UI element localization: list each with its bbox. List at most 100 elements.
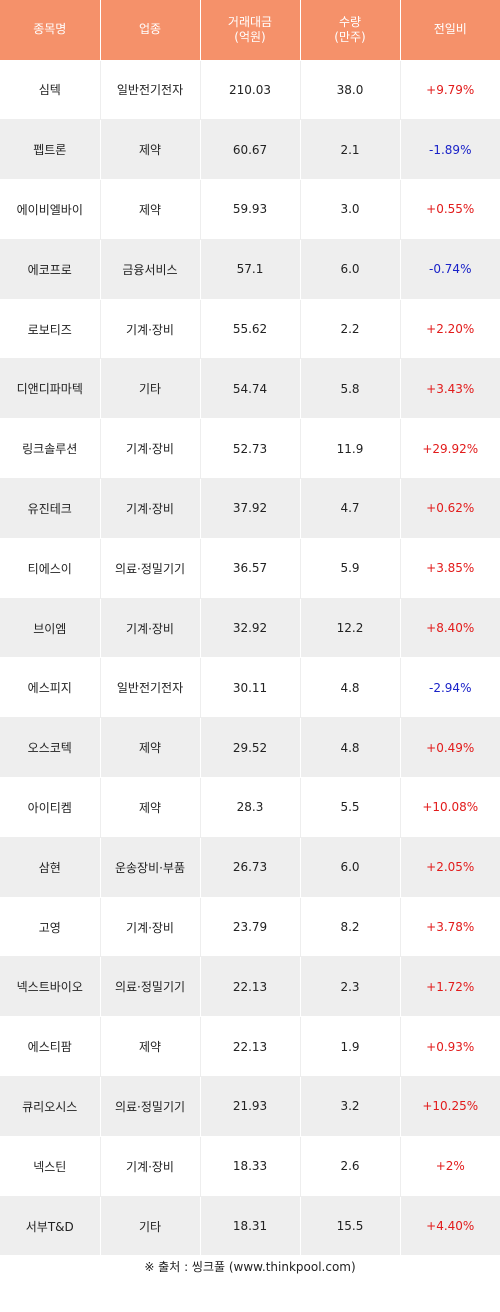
- sector-cell: 제약: [100, 179, 201, 240]
- table-row: 넥스틴 기계·장비 18.33 2.6 +2%: [0, 1136, 500, 1197]
- sector-cell: 일반전기전자: [100, 657, 201, 719]
- volume-cell: 5.9: [300, 538, 401, 599]
- trading-amount-cell: 28.3: [200, 777, 301, 838]
- change-cell: +29.92%: [400, 418, 500, 480]
- stock-name-cell: 브이엠: [0, 598, 101, 659]
- trading-amount-cell: 36.57: [200, 538, 301, 599]
- table-row: 유진테크 기계·장비 37.92 4.7 +0.62%: [0, 478, 500, 539]
- trading-amount-cell: 37.92: [200, 478, 301, 539]
- stock-name-cell: 넥스트바이오: [0, 956, 101, 1018]
- table-row: 넥스트바이오 의료·정밀기기 22.13 2.3 +1.72%: [0, 956, 500, 1018]
- volume-cell: 2.6: [300, 1136, 401, 1197]
- trading-amount-cell: 29.52: [200, 717, 301, 779]
- header-volume-label: 수량 (만주): [334, 14, 366, 44]
- sector-cell: 제약: [100, 717, 201, 779]
- volume-cell: 2.3: [300, 956, 401, 1018]
- change-cell: +8.40%: [400, 598, 500, 659]
- stock-name-cell: 로보티즈: [0, 299, 101, 360]
- table-row: 링크솔루션 기계·장비 52.73 11.9 +29.92%: [0, 418, 500, 480]
- change-cell: +0.55%: [400, 179, 500, 240]
- header-change: 전일비: [400, 0, 500, 61]
- change-cell: -2.94%: [400, 657, 500, 719]
- table-row: 에코프로 금융서비스 57.1 6.0 -0.74%: [0, 239, 500, 300]
- sector-cell: 기계·장비: [100, 299, 201, 360]
- trading-amount-cell: 18.31: [200, 1196, 301, 1257]
- stock-name-cell: 고영: [0, 897, 101, 958]
- header-row: 종목명 업종 거래대금 (억원) 수량 (만주) 전일비: [0, 0, 500, 61]
- trading-amount-cell: 57.1: [200, 239, 301, 300]
- trading-amount-cell: 21.93: [200, 1076, 301, 1137]
- trading-amount-cell: 30.11: [200, 657, 301, 719]
- volume-cell: 6.0: [300, 239, 401, 300]
- stock-name-cell: 넥스틴: [0, 1136, 101, 1197]
- trading-amount-cell: 55.62: [200, 299, 301, 360]
- change-cell: +0.93%: [400, 1016, 500, 1078]
- stock-name-cell: 에이비엘바이: [0, 179, 101, 240]
- stock-name-cell: 에스피지: [0, 657, 101, 719]
- sector-cell: 기타: [100, 1196, 201, 1257]
- stock-name-cell: 디앤디파마텍: [0, 358, 101, 420]
- sector-cell: 기계·장비: [100, 478, 201, 539]
- table-row: 오스코텍 제약 29.52 4.8 +0.49%: [0, 717, 500, 779]
- trading-amount-cell: 52.73: [200, 418, 301, 480]
- stock-name-cell: 유진테크: [0, 478, 101, 539]
- sector-cell: 운송장비·부품: [100, 837, 201, 898]
- volume-cell: 8.2: [300, 897, 401, 958]
- trading-amount-cell: 22.13: [200, 956, 301, 1018]
- table-row: 티에스이 의료·정밀기기 36.57 5.9 +3.85%: [0, 538, 500, 599]
- change-cell: +2.20%: [400, 299, 500, 360]
- volume-cell: 3.0: [300, 179, 401, 240]
- volume-cell: 2.1: [300, 119, 401, 181]
- table-row: 브이엠 기계·장비 32.92 12.2 +8.40%: [0, 598, 500, 659]
- table-row: 심텍 일반전기전자 210.03 38.0 +9.79%: [0, 60, 500, 121]
- table-row: 큐리오시스 의료·정밀기기 21.93 3.2 +10.25%: [0, 1076, 500, 1137]
- header-stock-name: 종목명: [0, 0, 101, 61]
- sector-cell: 기계·장비: [100, 897, 201, 958]
- change-cell: -1.89%: [400, 119, 500, 181]
- stock-table: 종목명 업종 거래대금 (억원) 수량 (만주) 전일비 심텍 일반전기전자 210.0…: [0, 0, 500, 1257]
- table-row: 삼현 운송장비·부품 26.73 6.0 +2.05%: [0, 837, 500, 898]
- change-cell: +3.78%: [400, 897, 500, 958]
- sector-cell: 제약: [100, 119, 201, 181]
- trading-amount-cell: 59.93: [200, 179, 301, 240]
- sector-cell: 제약: [100, 777, 201, 838]
- trading-amount-cell: 18.33: [200, 1136, 301, 1197]
- volume-cell: 5.8: [300, 358, 401, 420]
- change-cell: -0.74%: [400, 239, 500, 300]
- volume-cell: 4.8: [300, 657, 401, 719]
- volume-cell: 6.0: [300, 837, 401, 898]
- table-row: 디앤디파마텍 기타 54.74 5.8 +3.43%: [0, 358, 500, 420]
- stock-name-cell: 링크솔루션: [0, 418, 101, 480]
- sector-cell: 일반전기전자: [100, 60, 201, 121]
- volume-cell: 12.2: [300, 598, 401, 659]
- change-cell: +3.85%: [400, 538, 500, 599]
- stock-name-cell: 심텍: [0, 60, 101, 121]
- sector-cell: 의료·정밀기기: [100, 1076, 201, 1137]
- change-cell: +9.79%: [400, 60, 500, 121]
- table-row: 아이티켐 제약 28.3 5.5 +10.08%: [0, 777, 500, 838]
- volume-cell: 38.0: [300, 60, 401, 121]
- volume-cell: 2.2: [300, 299, 401, 360]
- stock-name-cell: 오스코텍: [0, 717, 101, 779]
- change-cell: +1.72%: [400, 956, 500, 1018]
- sector-cell: 제약: [100, 1016, 201, 1078]
- trading-amount-cell: 22.13: [200, 1016, 301, 1078]
- table-row: 에스피지 일반전기전자 30.11 4.8 -2.94%: [0, 657, 500, 719]
- change-cell: +4.40%: [400, 1196, 500, 1257]
- sector-cell: 기타: [100, 358, 201, 420]
- trading-amount-cell: 60.67: [200, 119, 301, 181]
- volume-cell: 15.5: [300, 1196, 401, 1257]
- change-cell: +0.62%: [400, 478, 500, 539]
- source-note: ※ 출처 : 씽크풀 (www.thinkpool.com): [144, 1260, 356, 1274]
- sector-cell: 의료·정밀기기: [100, 538, 201, 599]
- stock-name-cell: 에스티팜: [0, 1016, 101, 1078]
- header-trading-amount: 거래대금 (억원): [200, 0, 301, 61]
- trading-amount-cell: 23.79: [200, 897, 301, 958]
- stock-name-cell: 큐리오시스: [0, 1076, 101, 1137]
- sector-cell: 의료·정밀기기: [100, 956, 201, 1018]
- table-row: 서부T&D 기타 18.31 15.5 +4.40%: [0, 1196, 500, 1257]
- sector-cell: 금융서비스: [100, 239, 201, 300]
- volume-cell: 5.5: [300, 777, 401, 838]
- trading-amount-cell: 210.03: [200, 60, 301, 121]
- stock-name-cell: 서부T&D: [0, 1196, 101, 1257]
